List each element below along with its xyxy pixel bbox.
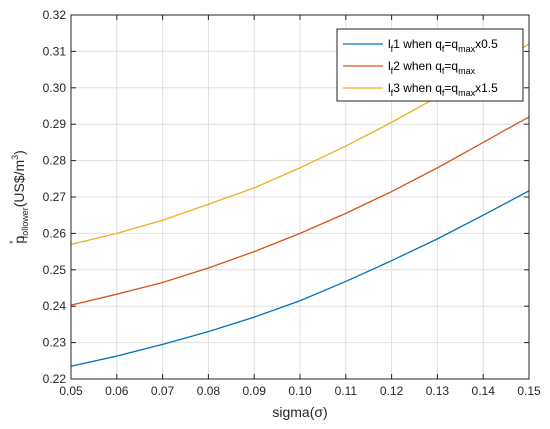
x-tick-label: 0.09: [243, 384, 267, 398]
y-tick-label: 0.27: [43, 190, 67, 204]
legend-lsub: f: [391, 88, 394, 98]
legend-num: 2 when q: [393, 59, 442, 73]
y-tick-label: 0.28: [43, 154, 67, 168]
legend-num: 3 when q: [393, 81, 442, 95]
y-label-sub: follower: [20, 207, 30, 238]
legend-msub: max: [458, 66, 476, 76]
x-tick-label: 0.07: [151, 384, 175, 398]
y-label-rest: (US$/m: [11, 160, 27, 207]
legend-qsub: f: [442, 44, 445, 54]
y-tick-label: 0.24: [43, 299, 67, 313]
y-tick-label: 0.23: [43, 336, 67, 350]
legend-qsub: f: [442, 88, 445, 98]
legend-eq: =q: [444, 81, 458, 95]
legend-msub: max: [458, 88, 476, 98]
legend-msub: max: [458, 44, 476, 54]
legend-tail: x0.5: [475, 37, 498, 51]
x-tick-label: 0.11: [335, 384, 358, 398]
x-tick-label: 0.13: [426, 384, 450, 398]
series-line-2: [70, 116, 530, 306]
legend-entry-3: lf3 when qf=qmaxx1.5: [388, 81, 498, 98]
y-label-close: ): [11, 150, 27, 155]
y-label-sup: *: [8, 240, 18, 244]
legend-l: l: [388, 59, 391, 73]
legend-tail: x1.5: [475, 81, 498, 95]
legend-qsub: f: [442, 66, 445, 76]
svg-text:p*follower(US$/m3): p*follower(US$/m3): [8, 150, 30, 244]
axis-ticks: 0.05 0.06 0.07 0.08 0.09 0.10 0.11 0.12 0.13 0.14…: [43, 8, 541, 398]
y-tick-label: 0.26: [43, 226, 67, 240]
x-tick-label: 0.12: [380, 384, 404, 398]
x-tick-label: 0.08: [197, 384, 221, 398]
legend-l: l: [388, 37, 391, 51]
legend-lsub: f: [391, 66, 394, 76]
y-axis-label: p*follower(US$/m3): [8, 150, 30, 244]
legend-eq: =q: [444, 59, 458, 73]
legend-entry-1: lf1 when qf=qmaxx0.5: [388, 37, 498, 54]
x-tick-label: 0.15: [517, 384, 541, 398]
x-axis-label: sigma(σ): [272, 404, 327, 420]
legend-box: [336, 28, 524, 102]
y-tick-label: 0.29: [43, 117, 67, 131]
series-line-1: [70, 190, 530, 367]
x-tick-label: 0.06: [105, 384, 129, 398]
y-tick-label: 0.22: [43, 372, 67, 386]
legend-l: l: [388, 81, 391, 95]
y-tick-label: 0.25: [43, 263, 67, 277]
y-label-unit-sup: 3: [10, 155, 20, 160]
legend-entry-2: lf2 when qf=qmax: [388, 59, 476, 76]
y-label-base: p: [11, 236, 27, 244]
x-tick-label: 0.14: [472, 384, 496, 398]
y-tick-label: 0.31: [43, 44, 67, 58]
x-tick-label: 0.10: [288, 384, 312, 398]
legend-eq: =q: [444, 37, 458, 51]
legend-num: 1 when q: [393, 37, 442, 51]
legend-lsub: f: [391, 44, 394, 54]
y-tick-label: 0.32: [43, 8, 67, 22]
y-tick-label: 0.30: [43, 81, 67, 95]
x-tick-label: 0.05: [59, 384, 83, 398]
